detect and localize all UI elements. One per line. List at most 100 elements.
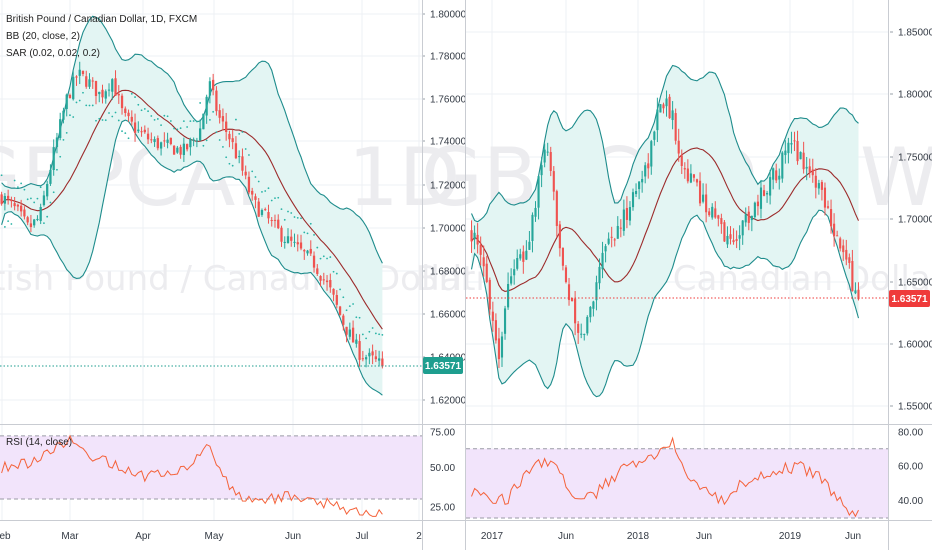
candle-body [711,206,714,218]
bb-basis-line [1,89,383,330]
sar-dot [371,327,374,329]
x-tick-label: Mar [61,531,79,542]
legend-symbol: British Pound / Canadian Dollar, 1D, FXC… [6,14,197,25]
sar-dot [121,130,123,133]
sar-dot [251,170,254,173]
candle-body [270,220,273,222]
candle-body [72,76,75,100]
bb-upper-band [470,64,859,223]
candle-body [257,201,260,217]
sar-dot [238,132,241,135]
sar-dot [332,270,335,273]
candle-body [189,139,192,148]
candle-body [120,95,124,109]
y-tick-label: 1.85000 [898,28,932,39]
candle-body [361,358,364,360]
sar-dot [192,120,195,122]
candle-body [225,121,228,132]
sar-dot [326,257,328,260]
candle-body [335,295,338,305]
candle-body [26,217,29,223]
candle-body [613,239,616,241]
sar-dot [0,174,3,177]
sar-dot [104,119,107,122]
candle-body [772,168,775,180]
candle-body [179,146,182,155]
sar-dot [303,231,306,234]
sar-dot [176,128,179,131]
candle-body [88,79,91,87]
candle-body [479,244,482,255]
sar-dot [26,198,29,201]
candle-body [625,207,628,220]
candle-body [500,336,504,358]
sar-dot [264,190,267,192]
sar-dot [316,246,319,249]
candle-body [296,242,299,245]
bb-fill [1,16,383,396]
candle-body [202,113,205,130]
candle-body [610,236,613,238]
candle-body [641,178,644,183]
candle-body [107,89,111,91]
last-price-tag-left: 1.63571 [423,357,463,374]
candle-body [111,79,114,92]
candle-body [598,266,601,284]
sar-dots [0,91,384,340]
candle-body [759,187,763,209]
candle-body [650,141,653,167]
sar-dot [374,332,377,335]
candle-body [695,179,699,183]
candle-body [176,147,179,153]
candle-body [133,122,137,133]
candle-body [208,81,212,96]
candle-body [254,196,257,200]
sar-dot [352,303,354,305]
candle-body [784,150,787,156]
sar-dot [235,118,237,121]
candle-body [221,116,225,122]
candle-body [702,194,705,202]
candle-body [130,116,133,122]
candle-body [260,210,264,215]
rsi-tick-label: 60.00 [898,462,923,473]
candle-body [218,110,221,118]
candle-body [65,94,68,110]
candle-body [52,147,55,171]
candle-body [303,250,306,252]
candle-body [159,142,163,149]
candle-body [769,177,772,196]
candle-body [546,151,549,153]
y-tick-label: 1.72000 [430,181,467,192]
candle-body [264,209,267,211]
candle-body [555,191,558,226]
candle-body [267,212,270,219]
sar-dot [270,199,273,202]
candle-body [94,80,98,97]
sar-dot [283,218,286,221]
candle-body [507,283,510,308]
candle-body [741,220,744,236]
sar-dot [293,216,296,218]
sar-dot [30,197,32,200]
candle-body [29,223,33,228]
candle-body [817,183,820,189]
candle-body [62,110,65,120]
sar-dot [212,110,215,113]
candle-body [10,200,13,202]
candle-body [377,358,381,361]
candle-body [540,165,543,176]
candle-body [653,131,656,140]
candle-body [811,169,814,176]
last-price-label-left: 1.63571 [425,361,462,372]
candle-body [491,311,494,321]
candle-body [104,91,107,99]
candle-body [280,227,283,242]
bb-fill [471,65,859,397]
candle-body [705,194,708,213]
candle-body [552,171,555,192]
rsi-band-fill [466,448,888,518]
candle-body [522,251,525,262]
x-tick-label: Jun [696,531,712,542]
